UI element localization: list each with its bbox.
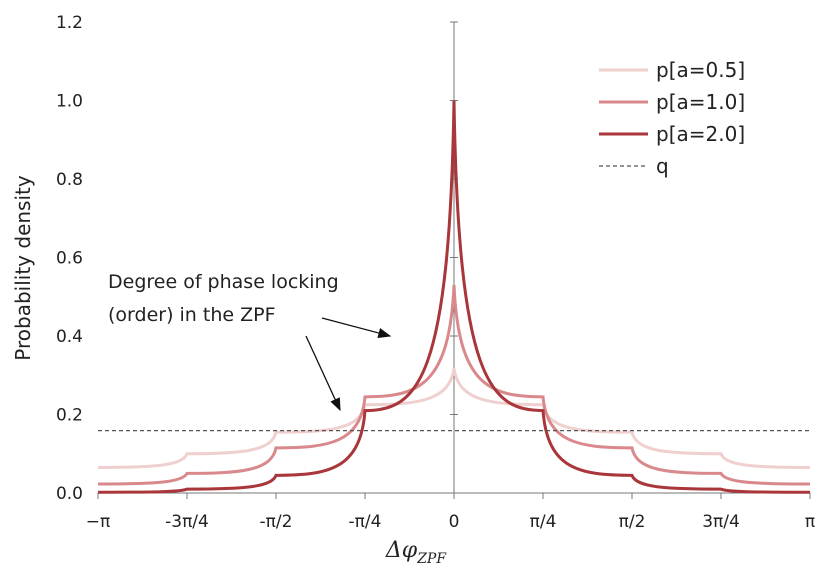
x-tick-label: π/4 — [530, 512, 557, 532]
legend-label-1: p[a=1.0] — [656, 90, 745, 114]
x-axis: −π -3π/4 -π/2 -π/4 0 π/4 π/2 3π/4 π — [86, 493, 815, 532]
annotation-arrow-1 — [321, 317, 392, 339]
y-tick-label: 0.8 — [56, 170, 83, 190]
x-tick-label: 3π/4 — [702, 512, 740, 532]
annotation-line-1: Degree of phase locking — [108, 271, 339, 293]
legend: p[a=0.5] p[a=1.0] p[a=2.0] q — [599, 58, 745, 178]
y-axis-title: Probability density — [11, 175, 35, 361]
annotation-arrow-2 — [305, 335, 341, 412]
x-tick-label: -3π/4 — [165, 512, 209, 532]
y-tick-label: 1.0 — [56, 92, 83, 112]
legend-label-0: p[a=0.5] — [656, 58, 745, 82]
y-tick-label: 0.0 — [56, 484, 83, 504]
y-tick-label: 1.2 — [56, 13, 83, 33]
y-tick-label: 0.2 — [56, 406, 83, 426]
y-tick-label: 0.4 — [56, 327, 83, 347]
x-axis-title-main: Δφ — [385, 538, 418, 563]
annotation-line-2: (order) in the ZPF — [108, 304, 276, 326]
x-tick-label: -π/4 — [349, 512, 382, 532]
x-tick-label: 0 — [449, 512, 460, 532]
annotation: Degree of phase locking (order) in the Z… — [108, 271, 392, 412]
y-tick-label: 0.6 — [56, 249, 83, 269]
legend-label-3: q — [656, 154, 669, 178]
series-layer — [97, 100, 811, 494]
legend-label-2: p[a=2.0] — [656, 122, 745, 146]
x-tick-label: π/2 — [619, 512, 646, 532]
x-axis-title: ΔφZPF — [385, 538, 447, 567]
series-line-2 — [97, 100, 811, 494]
series-line-0 — [97, 367, 811, 469]
series-line-1 — [97, 284, 811, 486]
x-tick-label: -π/2 — [260, 512, 293, 532]
x-axis-title-subscript: ZPF — [416, 551, 447, 567]
y-axis: 0.0 0.2 0.4 0.6 0.8 1.0 1.2 — [56, 13, 458, 504]
x-tick-label: π — [805, 512, 815, 532]
x-tick-label: −π — [86, 512, 110, 532]
